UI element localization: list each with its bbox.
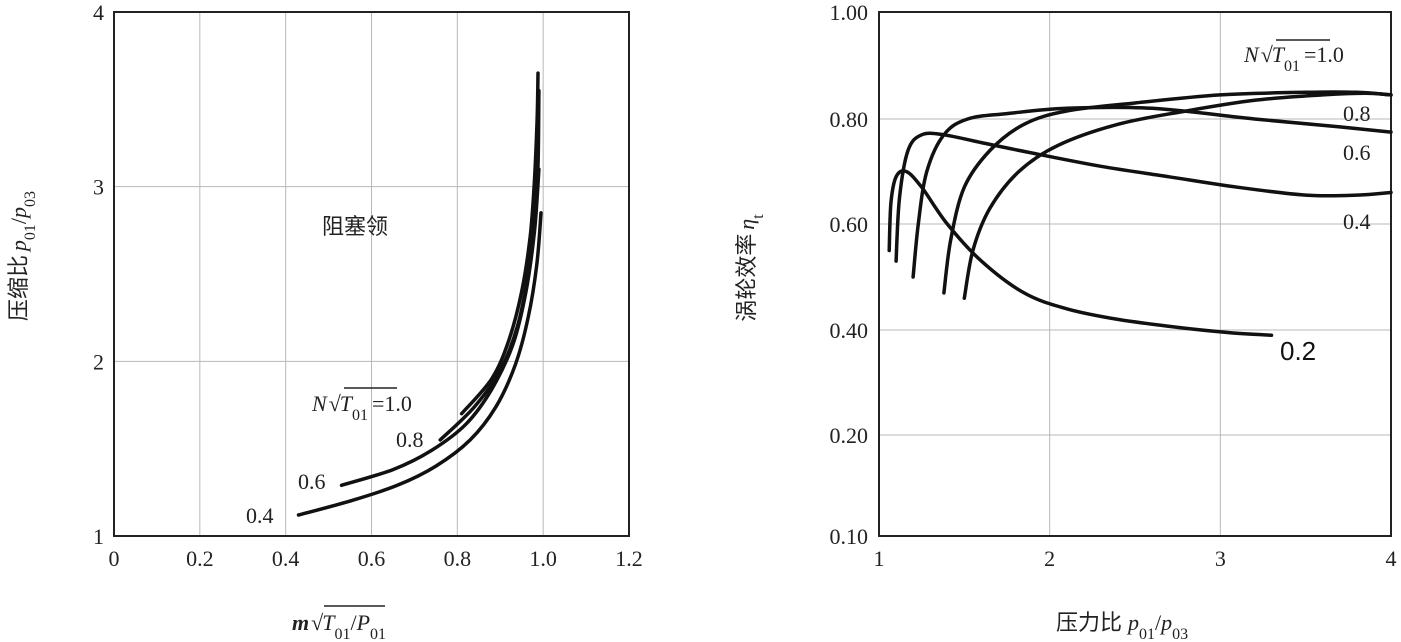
left-speed-legend-label: N√T01 =1.0 xyxy=(311,387,412,424)
right-x-label-sub2: 03 xyxy=(1172,626,1188,642)
right-x-tick-label: 4 xyxy=(1386,546,1397,571)
right-series-line-0.4 xyxy=(894,131,1393,263)
right-speed-N: N xyxy=(1243,42,1260,67)
right-plot-frame xyxy=(878,11,1392,537)
turbine-efficiency-chart: 1 2 3 40.100.200.400.600.801.00 涡轮效率ηt 压力比 p… xyxy=(734,0,1397,642)
left-speed-T-sub: 01 xyxy=(352,407,368,424)
left-curve-label-0.6: 0.6 xyxy=(298,469,326,494)
right-y-tick-label: 0.40 xyxy=(830,318,869,343)
right-curve-label-0.6: 0.6 xyxy=(1343,140,1371,165)
right-speed-text: N√T01 =1.0 xyxy=(1243,42,1344,75)
left-y-label-var2: p xyxy=(6,207,31,220)
left-x-label-T-sub: 01 xyxy=(334,626,350,642)
left-tick-labels: 0 0.2 0.4 0.6 0.8 1.0 1.2 1 2 3 4 xyxy=(93,0,643,571)
right-series-line-0.2 xyxy=(887,169,1274,338)
left-x-label-slash: / xyxy=(350,610,357,635)
right-series-line-0.8 xyxy=(942,90,1393,295)
left-y-tick-label: 3 xyxy=(93,175,104,200)
right-curves xyxy=(887,90,1393,338)
right-tick-labels: 1 2 3 4 0.10 0.20 0.40 0.60 0.80 1.00 xyxy=(830,0,1397,571)
left-series-line-0.8 xyxy=(438,88,541,442)
left-speed-root: √ xyxy=(329,391,342,416)
left-y-label-var1: p xyxy=(6,240,31,253)
right-y-tick-label: 0.80 xyxy=(830,107,869,132)
right-y-tick-label: 0.20 xyxy=(830,423,869,448)
left-speed-N: N xyxy=(311,391,328,416)
right-x-label-sub1: 01 xyxy=(1139,626,1155,642)
right-y-label-prefix: 涡轮效率 xyxy=(734,234,759,322)
left-y-label-sub1: 01 xyxy=(22,224,39,240)
left-series-line-0.6 xyxy=(339,167,541,488)
left-x-tick-label: 0.6 xyxy=(358,546,386,571)
right-curve-label-0.8: 0.8 xyxy=(1343,101,1371,126)
left-y-label-sub2: 03 xyxy=(22,191,39,207)
right-y-tick-label: 1.00 xyxy=(830,0,869,25)
left-x-tick-label: 0.8 xyxy=(444,546,472,571)
left-y-tick-label: 1 xyxy=(93,524,104,549)
left-y-tick-label: 4 xyxy=(93,0,104,25)
left-x-label-P: P xyxy=(356,610,370,635)
left-speed-T: T xyxy=(340,391,354,416)
left-speed-text: N√T01 =1.0 xyxy=(311,391,412,424)
left-y-label-prefix: 压缩比 xyxy=(6,255,31,321)
left-series-line-0.4 xyxy=(296,211,543,517)
right-curve-label-0.2: 0.2 xyxy=(1280,336,1316,366)
right-y-label-sub: t xyxy=(750,214,767,219)
left-curve-label-0.4: 0.4 xyxy=(246,503,274,528)
left-y-label-slash: / xyxy=(6,217,31,224)
left-x-label-P-sub: 01 xyxy=(370,626,386,642)
right-x-tick-label: 2 xyxy=(1044,546,1055,571)
right-x-label-var1: p xyxy=(1126,610,1139,635)
left-x-axis-label: m√T01/P01 xyxy=(292,605,386,642)
right-speed-root: √ xyxy=(1261,42,1274,67)
right-x-tick-label: 3 xyxy=(1215,546,1226,571)
right-speed-T: T xyxy=(1272,42,1286,67)
left-x-label-m: m xyxy=(292,610,309,635)
left-series-line-1.0 xyxy=(459,71,540,416)
left-x-label-T: T xyxy=(322,610,336,635)
right-speed-legend-label: N√T01 =1.0 xyxy=(1243,39,1344,75)
right-curve-label-0.4: 0.4 xyxy=(1343,209,1371,234)
left-curve-label-0.8: 0.8 xyxy=(396,427,424,452)
choke-region-label: 阻塞领 xyxy=(322,214,388,239)
right-speed-T-sub: 01 xyxy=(1284,58,1300,75)
right-series-line-1.0 xyxy=(962,91,1393,300)
left-x-tick-label: 0 xyxy=(109,546,120,571)
left-grid xyxy=(113,11,630,537)
left-curves xyxy=(296,71,543,517)
right-series-line-0.6 xyxy=(911,105,1393,279)
right-x-label-slash: / xyxy=(1155,610,1162,635)
left-x-label-root: √ xyxy=(311,610,324,635)
right-x-label-prefix: 压力比 xyxy=(1056,610,1122,635)
left-x-tick-label: 1.2 xyxy=(615,546,643,571)
left-x-tick-label: 1.0 xyxy=(529,546,557,571)
left-x-tick-label: 0.4 xyxy=(272,546,300,571)
right-y-tick-label: 0.60 xyxy=(830,212,869,237)
right-x-axis-label: 压力比 p01/p03 xyxy=(1056,610,1188,642)
left-y-axis-label: 压缩比p01/p03 xyxy=(6,191,39,321)
left-x-label-text: m√T01/P01 xyxy=(292,610,386,642)
left-y-tick-label: 2 xyxy=(93,349,104,374)
left-plot-frame xyxy=(113,11,630,537)
left-speed-value: =1.0 xyxy=(372,391,412,416)
right-y-label-eta: η xyxy=(734,219,759,230)
right-speed-value: =1.0 xyxy=(1304,42,1344,67)
left-x-tick-label: 0.2 xyxy=(186,546,214,571)
right-x-label-var2: p xyxy=(1159,610,1172,635)
right-x-tick-label: 1 xyxy=(874,546,885,571)
right-y-tick-label: 0.10 xyxy=(830,524,869,549)
right-y-axis-label: 涡轮效率 ηt xyxy=(734,214,767,322)
